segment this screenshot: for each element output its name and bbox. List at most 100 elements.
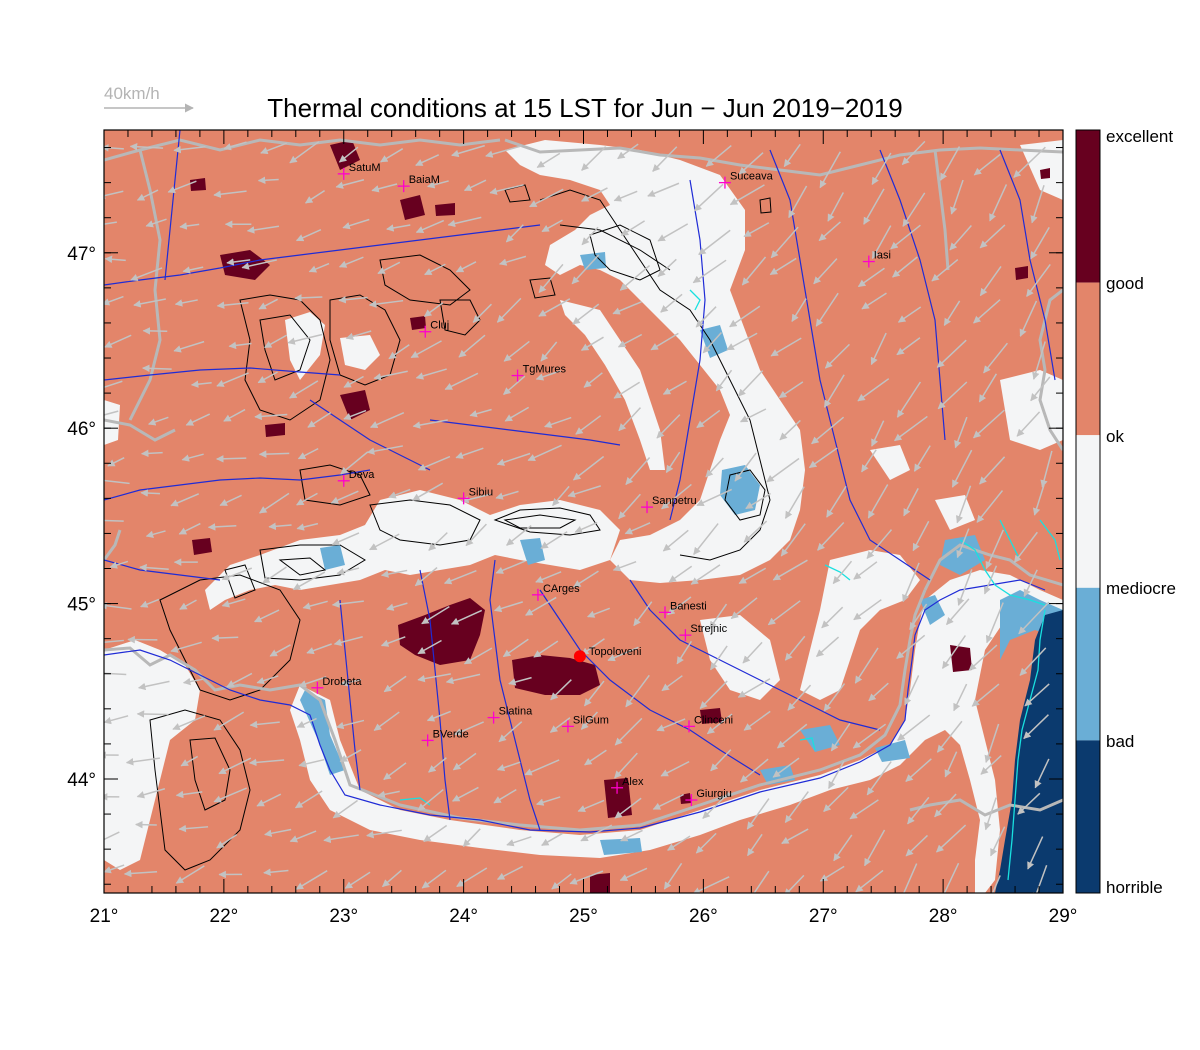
city-marker: CArges <box>531 583 580 601</box>
x-tick-label: 21° <box>90 906 119 927</box>
wind-arrow <box>421 869 447 889</box>
wind-arrow <box>896 381 922 418</box>
wind-arrow <box>985 602 1004 644</box>
wind-arrow <box>342 218 370 230</box>
wind-arrow <box>178 824 209 833</box>
city-label: BaiaM <box>409 174 440 186</box>
wind-arrow <box>380 569 408 578</box>
legend-frame <box>1075 129 1101 894</box>
wind-arrow <box>791 298 807 322</box>
wind-arrow <box>939 146 961 181</box>
wind-arrow <box>770 337 802 357</box>
wind-arrow <box>581 226 599 246</box>
wind-arrow <box>913 445 931 472</box>
wind-arrow <box>178 522 201 535</box>
wind-arrow <box>297 447 319 460</box>
city-marker: Deva <box>337 469 375 487</box>
wind-arrow <box>256 793 282 807</box>
wind-arrow <box>472 303 492 323</box>
city-label: Cluj <box>430 320 449 332</box>
map-plot-area: SatuM BaiaM Suceava Iasi Cluj TgMures Deva Sibi… <box>104 130 1063 893</box>
wind-arrow <box>427 180 449 189</box>
wind-arrow <box>951 449 973 488</box>
wind-arrow <box>495 560 526 574</box>
wind-arrow <box>263 868 289 876</box>
wind-arrow <box>667 835 691 851</box>
wind-arrow <box>104 410 119 416</box>
city-marker: SatuM <box>337 162 381 180</box>
wind-arrow <box>295 229 322 242</box>
wind-arrow <box>936 720 963 753</box>
y-tick-label: 47° <box>67 244 96 265</box>
city-marker: Iasi <box>862 250 891 268</box>
wind-arrow <box>739 408 767 423</box>
city-label: TgMures <box>523 364 567 376</box>
legend-swatch-mediocre <box>1076 435 1100 588</box>
wind-arrow <box>506 525 532 546</box>
highlight-site-label: Topoloveni <box>589 646 642 658</box>
wind-arrow <box>973 409 1005 439</box>
wind-arrow <box>625 456 651 486</box>
wind-arrow <box>903 863 918 893</box>
wind-arrow <box>540 341 558 362</box>
wind-arrow <box>258 298 278 310</box>
wind-arrow <box>104 380 123 389</box>
wind-arrow <box>485 145 522 158</box>
x-tick-label: 25° <box>569 906 598 927</box>
wind-arrow <box>254 412 288 421</box>
wind-arrow <box>571 254 600 285</box>
wind-arrow <box>223 141 247 151</box>
wind-arrow <box>830 722 851 752</box>
wind-arrow <box>454 721 484 736</box>
wind-arrow <box>133 298 166 308</box>
wind-arrow <box>1026 263 1051 297</box>
wind-arrow <box>821 606 844 629</box>
wind-arrow <box>289 830 317 843</box>
wind-arrow <box>863 188 885 225</box>
wind-arrow <box>179 222 200 230</box>
wind-arrow <box>766 457 800 483</box>
wind-arrow <box>976 490 1004 523</box>
city-marker: TgMures <box>511 364 567 382</box>
wind-arrow <box>167 180 197 194</box>
legend-label-horrible: horrible <box>1106 878 1163 897</box>
wind-arrow <box>175 790 203 799</box>
wind-arrow <box>138 680 170 691</box>
wind-arrow <box>811 416 845 445</box>
wind-arrow <box>1016 411 1041 437</box>
wind-arrow <box>175 865 205 884</box>
wind-arrow <box>896 337 921 356</box>
wind-arrow <box>957 569 973 606</box>
wind-arrow <box>499 255 527 266</box>
wind-arrow <box>373 370 408 381</box>
wind-arrow <box>855 869 884 893</box>
wind-arrow <box>827 192 844 222</box>
wind-arrow <box>901 140 926 166</box>
wind-arrow <box>145 530 166 538</box>
wind-arrow <box>180 755 199 767</box>
wind-arrow <box>871 152 892 186</box>
city-label: Alex <box>622 776 644 788</box>
wind-arrow <box>104 519 124 522</box>
wind-arrow <box>625 674 650 708</box>
x-tick-label: 22° <box>210 906 239 927</box>
wind-arrow <box>776 723 808 749</box>
wind-arrow <box>294 790 323 809</box>
wind-arrow <box>729 305 761 328</box>
wind-arrow <box>699 680 728 709</box>
wind-arrow <box>503 340 530 362</box>
wind-arrow <box>140 449 163 458</box>
city-label: Suceava <box>730 171 774 183</box>
wind-arrow <box>213 190 247 198</box>
wind-arrow <box>871 225 892 260</box>
wind-arrow <box>333 636 363 646</box>
wind-arrow <box>742 641 763 664</box>
legend-colorbar: excellent good ok mediocre bad horrible <box>1075 127 1176 897</box>
wind-arrow <box>614 717 643 746</box>
wind-arrow <box>738 152 764 175</box>
wind-arrow <box>264 828 292 837</box>
wind-arrow <box>730 597 758 620</box>
wind-arrow <box>302 600 328 610</box>
wind-arrow <box>819 151 841 189</box>
wind-arrow <box>444 372 479 391</box>
